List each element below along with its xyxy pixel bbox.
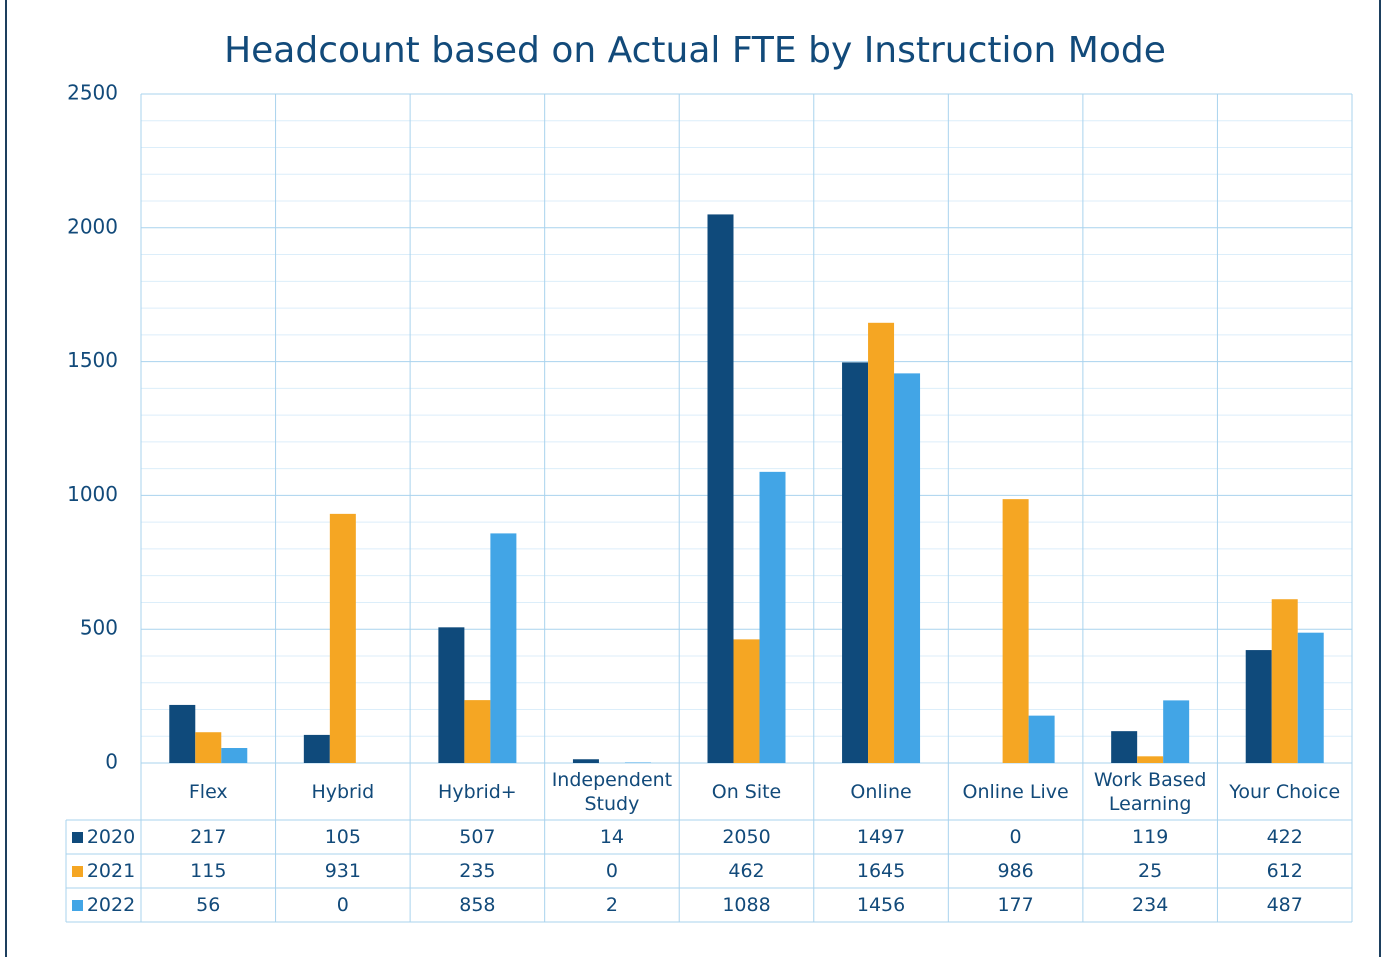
x-tick-label: On Site xyxy=(711,780,782,803)
table-value: 0 xyxy=(336,894,349,916)
bar xyxy=(464,700,491,763)
table-value: 0 xyxy=(605,860,618,882)
y-tick-label: 2000 xyxy=(67,214,118,238)
table-value: 1497 xyxy=(856,826,906,848)
bar xyxy=(1163,700,1190,763)
bar xyxy=(707,214,734,764)
legend-entry: 2022 xyxy=(66,888,141,922)
chart-title: Headcount based on Actual FTE by Instruc… xyxy=(224,30,1166,71)
y-tick-label: 1500 xyxy=(67,348,118,372)
x-tick-label: Online Live xyxy=(962,780,1069,803)
legend-swatch xyxy=(71,865,83,877)
bar xyxy=(1137,756,1164,763)
bar xyxy=(1028,715,1055,763)
table-value: 56 xyxy=(196,894,221,916)
legend-swatch xyxy=(71,831,83,843)
table-value: 25 xyxy=(1138,860,1163,882)
table-value: 105 xyxy=(324,826,361,848)
table-value: 1645 xyxy=(856,860,906,882)
table-value: 462 xyxy=(728,860,765,882)
bar xyxy=(303,734,330,763)
legend-label: 2021 xyxy=(86,860,136,882)
y-tick-label: 0 xyxy=(105,750,118,774)
bar xyxy=(759,471,786,763)
bar xyxy=(624,762,651,763)
bar xyxy=(1245,650,1272,763)
legend-swatch xyxy=(71,899,83,911)
bar xyxy=(1111,731,1138,763)
table-value: 1088 xyxy=(722,894,771,916)
bar xyxy=(438,627,465,763)
x-tick-label: Hybrid+ xyxy=(438,780,517,803)
table-value: 2 xyxy=(605,894,618,916)
legend-label: 2020 xyxy=(86,826,136,848)
y-tick-label: 1000 xyxy=(67,482,118,506)
table-value: 1456 xyxy=(856,894,906,916)
bar xyxy=(842,362,869,763)
table-value: 234 xyxy=(1132,894,1169,916)
bar xyxy=(329,513,356,763)
bar xyxy=(195,732,222,763)
table-value: 931 xyxy=(324,860,361,882)
bar xyxy=(169,704,196,763)
x-tick-label: Flex xyxy=(188,780,228,803)
table-value: 507 xyxy=(459,826,496,848)
bar xyxy=(733,639,760,763)
table-value: 2050 xyxy=(722,826,771,848)
table-value: 177 xyxy=(997,894,1034,916)
table-value: 115 xyxy=(190,860,227,882)
bar xyxy=(490,533,517,763)
y-tick-label: 2500 xyxy=(67,81,118,105)
bar xyxy=(868,322,895,763)
bar xyxy=(221,748,248,763)
table-value: 235 xyxy=(459,860,496,882)
x-tick-label: Your Choice xyxy=(1229,780,1341,803)
bar xyxy=(894,373,921,763)
legend-label: 2022 xyxy=(86,894,136,916)
table-value: 119 xyxy=(1132,826,1169,848)
table-value: 0 xyxy=(1009,826,1022,848)
table-value: 612 xyxy=(1266,860,1303,882)
frame xyxy=(5,0,1381,957)
x-tick-label: Independent Study xyxy=(551,768,673,815)
bar xyxy=(1002,499,1029,763)
bar xyxy=(1297,632,1324,763)
bar xyxy=(1271,599,1298,763)
legend-entry: 2020 xyxy=(66,820,141,854)
table-value: 858 xyxy=(459,894,496,916)
bar xyxy=(572,759,599,763)
y-tick-label: 500 xyxy=(80,616,118,640)
x-tick-label: Online xyxy=(850,780,912,803)
table-value: 986 xyxy=(997,860,1034,882)
legend-entry: 2021 xyxy=(66,854,141,888)
table-value: 217 xyxy=(190,826,227,848)
table-value: 422 xyxy=(1266,826,1303,848)
table-value: 487 xyxy=(1266,894,1303,916)
x-tick-label: Work Based Learning xyxy=(1093,768,1207,815)
table-value: 14 xyxy=(599,826,625,848)
x-tick-label: Hybrid xyxy=(311,780,375,803)
